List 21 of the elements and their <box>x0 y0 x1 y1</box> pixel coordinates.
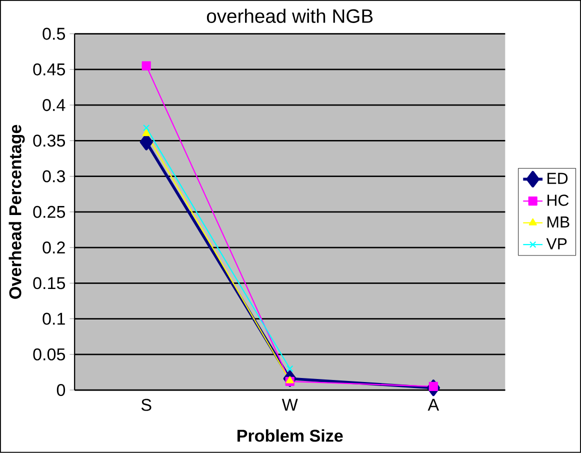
chart-title: overhead with NGB <box>206 8 373 24</box>
x-axis-title: Problem Size <box>238 429 343 442</box>
x-tick-label: A <box>428 398 440 411</box>
y-tick-label: 0.4 <box>42 99 66 112</box>
y-tick-label: 0.25 <box>33 206 66 218</box>
y-axis-title: Overhead Percentage <box>8 124 25 299</box>
legend-label: HC <box>548 194 569 206</box>
y-tick-label: 0.45 <box>33 63 66 76</box>
y-tick-label: 0.5 <box>42 28 66 40</box>
y-tick-label: 0.3 <box>42 170 65 182</box>
x-tick-label: W <box>282 398 298 411</box>
legend-label: ED <box>548 172 568 184</box>
y-tick-label: 0.35 <box>33 134 66 147</box>
y-tick-label: 0.05 <box>33 348 66 360</box>
y-tick-label: 0.2 <box>42 242 65 254</box>
y-tick-label: 0.15 <box>33 277 66 290</box>
legend-label: MB <box>548 216 570 228</box>
x-tick-label: S <box>141 398 152 412</box>
y-tick-label: 0 <box>56 384 66 396</box>
legend-label: VP <box>546 238 567 250</box>
y-tick-label: 0.1 <box>42 312 65 325</box>
